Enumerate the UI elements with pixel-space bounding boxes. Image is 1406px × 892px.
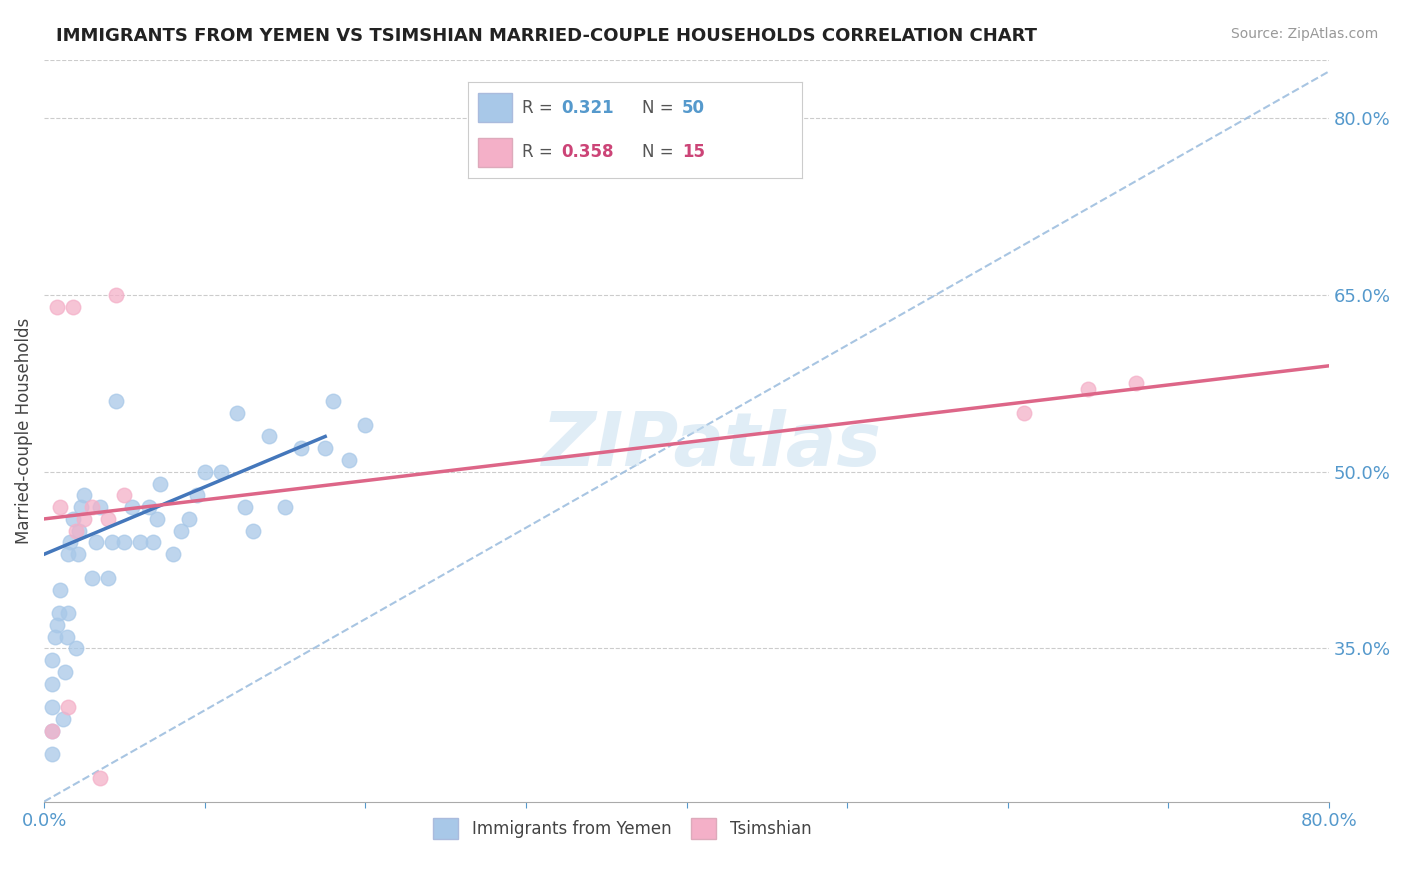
Point bbox=[41, 653, 63, 667]
Point bbox=[194, 465, 217, 479]
Point bbox=[97, 512, 120, 526]
Point bbox=[1077, 383, 1099, 397]
Point bbox=[129, 535, 152, 549]
Point bbox=[41, 747, 63, 762]
Point bbox=[209, 465, 232, 479]
Point bbox=[69, 524, 91, 538]
Point bbox=[65, 524, 87, 538]
Point bbox=[49, 582, 72, 597]
Point bbox=[46, 618, 69, 632]
Point bbox=[46, 300, 69, 314]
Point bbox=[290, 442, 312, 456]
Point bbox=[112, 535, 135, 549]
Point bbox=[354, 417, 377, 432]
Text: Source: ZipAtlas.com: Source: ZipAtlas.com bbox=[1230, 27, 1378, 41]
Text: ZIPatlas: ZIPatlas bbox=[543, 409, 882, 482]
Point bbox=[100, 535, 122, 549]
Y-axis label: Married-couple Households: Married-couple Households bbox=[15, 318, 32, 544]
Point bbox=[149, 476, 172, 491]
Point bbox=[142, 535, 165, 549]
Point bbox=[58, 606, 80, 620]
Point bbox=[89, 771, 111, 785]
Point bbox=[145, 512, 167, 526]
Point bbox=[48, 606, 70, 620]
Point bbox=[337, 453, 360, 467]
Point bbox=[41, 677, 63, 691]
Point bbox=[233, 500, 256, 515]
Point bbox=[52, 712, 75, 726]
Point bbox=[70, 500, 93, 515]
Point bbox=[62, 300, 84, 314]
Point bbox=[73, 512, 96, 526]
Point bbox=[84, 535, 107, 549]
Point bbox=[1012, 406, 1035, 420]
Point bbox=[89, 500, 111, 515]
Point bbox=[82, 500, 104, 515]
Point bbox=[65, 641, 87, 656]
Point bbox=[105, 288, 128, 302]
Point bbox=[53, 665, 76, 679]
Point bbox=[55, 630, 77, 644]
Point bbox=[105, 394, 128, 409]
Point bbox=[58, 547, 80, 561]
Point bbox=[257, 429, 280, 443]
Point bbox=[44, 630, 66, 644]
Point bbox=[1125, 376, 1147, 391]
Point bbox=[66, 547, 89, 561]
Point bbox=[186, 488, 208, 502]
Point bbox=[97, 571, 120, 585]
Point bbox=[41, 700, 63, 714]
Point bbox=[112, 488, 135, 502]
Point bbox=[62, 512, 84, 526]
Point bbox=[274, 500, 297, 515]
Point bbox=[138, 500, 160, 515]
Point bbox=[177, 512, 200, 526]
Point bbox=[314, 442, 336, 456]
Legend: Immigrants from Yemen, Tsimshian: Immigrants from Yemen, Tsimshian bbox=[426, 812, 818, 846]
Point bbox=[162, 547, 184, 561]
Point bbox=[242, 524, 264, 538]
Point bbox=[49, 500, 72, 515]
Point bbox=[121, 500, 143, 515]
Point bbox=[41, 723, 63, 738]
Point bbox=[41, 723, 63, 738]
Point bbox=[169, 524, 191, 538]
Point bbox=[225, 406, 247, 420]
Point bbox=[59, 535, 82, 549]
Point bbox=[82, 571, 104, 585]
Text: IMMIGRANTS FROM YEMEN VS TSIMSHIAN MARRIED-COUPLE HOUSEHOLDS CORRELATION CHART: IMMIGRANTS FROM YEMEN VS TSIMSHIAN MARRI… bbox=[56, 27, 1038, 45]
Point bbox=[73, 488, 96, 502]
Point bbox=[322, 394, 344, 409]
Point bbox=[58, 700, 80, 714]
